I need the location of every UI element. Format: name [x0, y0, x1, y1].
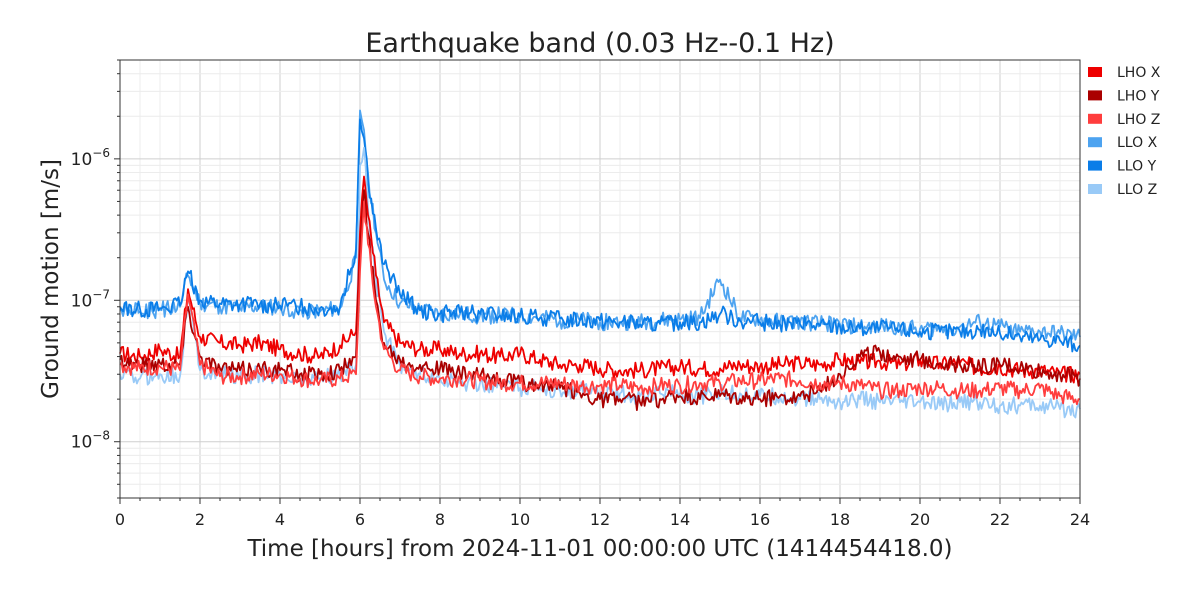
y-tick-label: 10−8 — [71, 429, 110, 453]
grid-lines — [119, 59, 1081, 499]
legend-swatch — [1088, 184, 1102, 194]
x-tick-label: 0 — [115, 510, 125, 529]
legend-label: LLO Z — [1117, 182, 1157, 198]
x-tick-label: 2 — [195, 510, 205, 529]
legend-label: LHO X — [1117, 65, 1161, 81]
x-tick-label: 16 — [750, 510, 770, 529]
x-tick-label: 8 — [435, 510, 445, 529]
series-line-lho-x — [119, 175, 1081, 384]
legend-label: LLO Y — [1117, 159, 1157, 175]
y-tick-label: 10−7 — [71, 287, 110, 311]
legend-label: LLO X — [1117, 135, 1158, 151]
x-axis-label: Time [hours] from 2024-11-01 00:00:00 UT… — [246, 536, 952, 562]
legend-swatch — [1088, 67, 1102, 77]
x-tick-label: 24 — [1070, 510, 1090, 529]
x-tick-label: 4 — [275, 510, 285, 529]
legend-swatch — [1088, 137, 1102, 148]
legend-swatch — [1088, 113, 1102, 124]
x-tick-label: 22 — [990, 510, 1010, 529]
y-axis: 10−8 10−7 10−6 — [71, 59, 120, 499]
legend: LHO X LHO Y LHO Z LLO X LLO Y LLO Z — [1088, 65, 1161, 198]
x-tick-label: 6 — [355, 510, 365, 529]
x-tick-label: 10 — [510, 510, 530, 529]
x-axis: 0 2 4 6 8 10 12 14 16 18 20 22 24 — [115, 498, 1090, 529]
series-line-llo-y — [119, 118, 1081, 353]
y-tick-label: 10−6 — [71, 146, 110, 170]
x-tick-label: 12 — [590, 510, 610, 529]
x-tick-label: 20 — [910, 510, 930, 529]
y-axis-label: Ground motion [m/s] — [38, 159, 64, 399]
legend-swatch — [1088, 160, 1102, 171]
series-line-lho-z — [119, 200, 1080, 406]
series-line-lho-y — [119, 189, 1081, 412]
legend-label: LHO Z — [1117, 112, 1160, 128]
x-tick-label: 14 — [670, 510, 690, 529]
x-tick-label: 18 — [830, 510, 850, 529]
chart-title: Earthquake band (0.03 Hz--0.1 Hz) — [365, 28, 834, 59]
legend-swatch — [1088, 90, 1102, 101]
series-lines — [119, 109, 1081, 419]
legend-label: LHO Y — [1117, 88, 1160, 104]
